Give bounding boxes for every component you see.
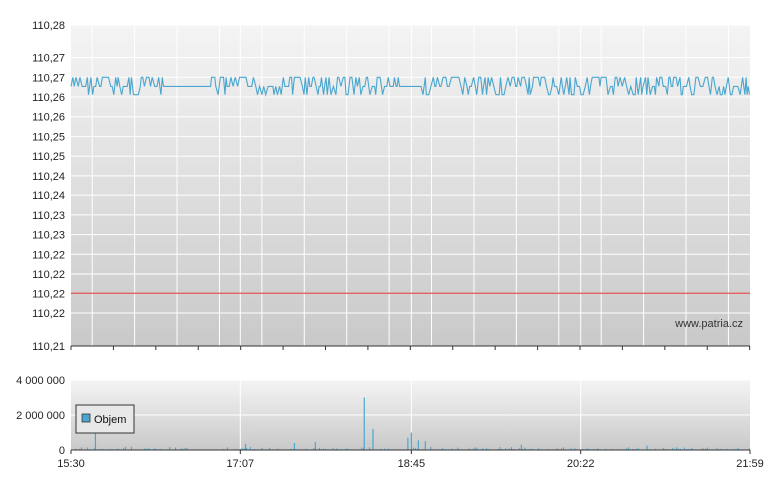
price-y-tick-label: 110,22 <box>32 288 65 300</box>
time-axis: 15:30 17:07 18:45 20:22 21:59 <box>57 450 764 470</box>
time-axis-label: 18:45 <box>398 458 426 470</box>
volume-y-axis: 0 2 000 000 4 000 000 <box>16 375 65 457</box>
price-y-tick-label: 110,22 <box>32 308 65 320</box>
price-y-tick-label: 110,25 <box>32 131 65 143</box>
price-y-tick-label: 110,26 <box>32 112 65 124</box>
time-axis-label: 21:59 <box>736 458 764 470</box>
price-plot-area <box>71 25 750 346</box>
legend-swatch <box>81 413 91 423</box>
volume-chart: 0 2 000 000 4 000 000 15:30 17:07 18:45 20:22… <box>16 375 764 470</box>
price-x-axis <box>70 346 751 350</box>
price-y-axis: 110,21 110,22 110,22 110,22 110,22 110,23 110,… <box>32 20 65 353</box>
watermark: www.patria.cz <box>674 318 743 330</box>
price-y-tick-label: 110,24 <box>32 171 65 183</box>
volume-y-tick-label: 0 <box>59 445 65 457</box>
price-y-tick-label: 110,22 <box>32 249 65 261</box>
price-y-tick-label: 110,21 <box>32 341 65 353</box>
time-axis-label: 17:07 <box>227 458 255 470</box>
legend: Objem <box>75 404 135 434</box>
price-y-tick-label: 110,27 <box>32 53 65 65</box>
price-y-tick-label: 110,28 <box>32 20 65 32</box>
price-grid <box>71 24 750 347</box>
volume-y-tick-label: 2 000 000 <box>16 410 65 422</box>
price-series-line <box>70 76 751 97</box>
price-y-tick-label: 110,26 <box>32 92 65 104</box>
volume-y-tick-label: 4 000 000 <box>16 375 65 387</box>
time-axis-label: 20:22 <box>567 458 595 470</box>
legend-label: Objem <box>94 414 126 426</box>
price-y-tick-label: 110,27 <box>32 72 65 84</box>
price-y-tick-label: 110,22 <box>32 269 65 281</box>
price-y-tick-label: 110,24 <box>32 190 65 202</box>
price-y-tick-label: 110,23 <box>32 230 65 242</box>
time-axis-label: 15:30 <box>57 458 85 470</box>
price-chart: 110,21 110,22 110,22 110,22 110,22 110,23 110,… <box>32 20 751 353</box>
price-y-tick-label: 110,25 <box>32 151 65 163</box>
price-y-tick-label: 110,23 <box>32 210 65 222</box>
